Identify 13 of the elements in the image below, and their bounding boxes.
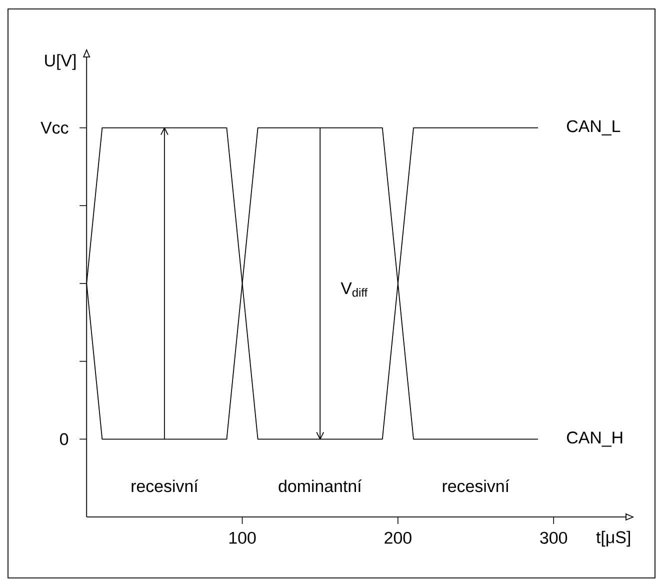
text: 0	[60, 433, 68, 446]
text: Vcc	[40, 122, 68, 134]
series-label: CAN_L	[567, 120, 620, 136]
x-axis-title: t[μS]	[596, 530, 630, 547]
annotation: V$_{diff}$	[340, 282, 368, 297]
series-label: CAN_H	[567, 432, 622, 447]
annotation: recesivní	[132, 480, 198, 492]
x-tick-label: 200	[384, 532, 412, 544]
annotation: dominantní	[278, 480, 362, 492]
annotation: recesivní	[442, 480, 510, 492]
x-tick-label: 300	[540, 532, 568, 544]
y-axis-title: U[V]	[45, 54, 76, 70]
x-tick-label: 100	[229, 532, 256, 544]
